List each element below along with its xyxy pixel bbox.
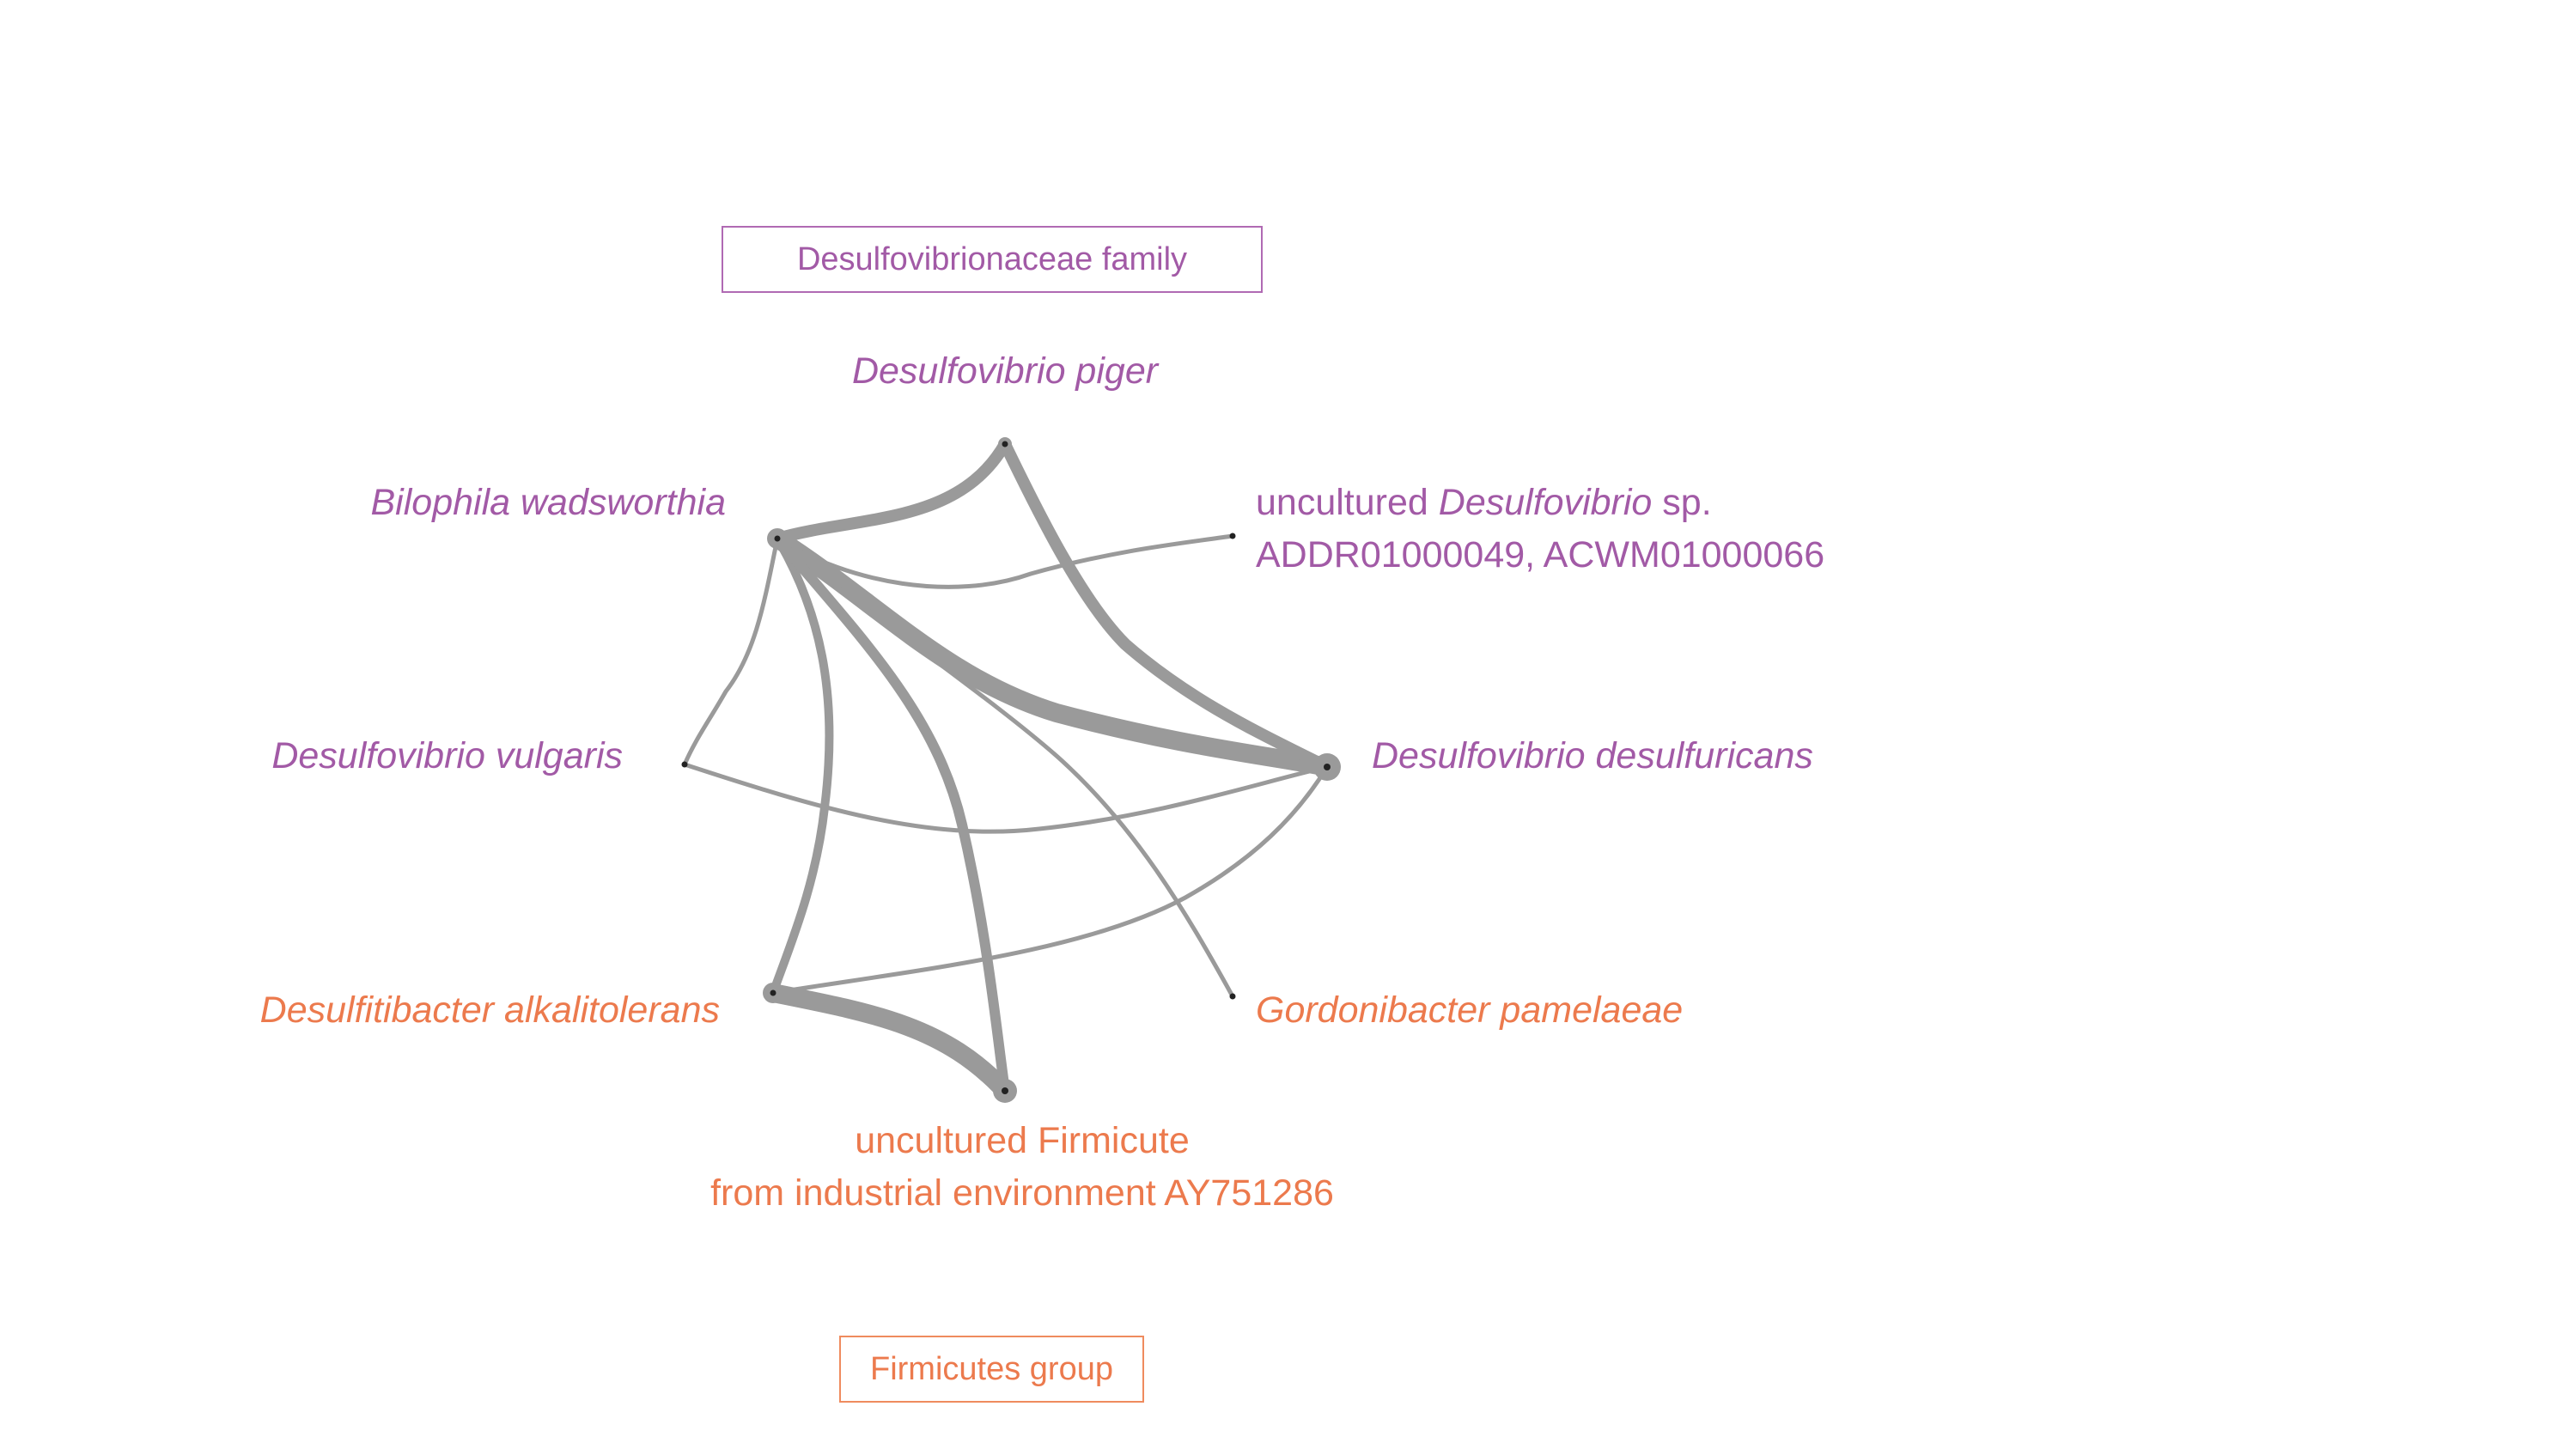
edge-bilophila-uncultured-desulfo <box>775 533 1235 589</box>
edge-bilophila-desulfitibacter <box>769 534 834 997</box>
node-desulfuricans <box>1313 753 1341 781</box>
edge-bilophila-vulgaris <box>682 536 780 767</box>
edge-desulfitibacter-desulfuricans <box>770 764 1330 995</box>
label-gordonibacter-pamelaeae: Gordonibacter pamelaeae <box>1256 989 1684 1031</box>
group-box-firmicutes: Firmicutes group <box>839 1336 1144 1403</box>
label-uncultured-desulfovibrio-line1: uncultured Desulfovibrio sp. <box>1256 482 1712 523</box>
edge-bilophila-piger <box>771 438 1011 545</box>
label-desulfovibrio-vulgaris: Desulfovibrio vulgaris <box>271 735 623 776</box>
label-desulfitibacter-alkalitolerans: Desulfitibacter alkalitolerans <box>259 989 720 1031</box>
edge-bilophila-uncultured-firmicute <box>772 533 1010 1096</box>
group-label-firmicutes: Firmicutes group <box>870 1350 1113 1387</box>
label-uncultured-firmicute: uncultured Firmicute from industrial env… <box>636 1115 1409 1221</box>
node-vulgaris <box>681 761 688 768</box>
edge-desulfitibacter-uncultured-firmicute <box>764 983 1014 1100</box>
node-uncultured-desulfo <box>1229 533 1236 539</box>
node-bilophila <box>767 528 788 549</box>
label-uncultured-desulfovibrio: uncultured Desulfovibrio sp. ADDR0100004… <box>1256 477 1824 582</box>
label-uncultured-firmicute-line1: uncultured Firmicute <box>855 1120 1190 1161</box>
edge-bilophila-desulfuricans <box>768 529 1337 776</box>
node-desulfitibacter <box>763 983 783 1003</box>
label-uncultured-firmicute-line2: from industrial environment AY751286 <box>710 1172 1334 1215</box>
label-desulfovibrio-piger: Desulfovibrio piger <box>851 350 1159 392</box>
edge-vulgaris-desulfuricans <box>682 762 1330 834</box>
edge-piger-desulfuricans <box>999 438 1333 773</box>
label-desulfovibrio-desulfuricans: Desulfovibrio desulfuricans <box>1372 735 1813 776</box>
group-box-desulfovibrionaceae: Desulfovibrionaceae family <box>722 226 1263 293</box>
node-uncultured-firmicute <box>993 1079 1017 1103</box>
node-piger <box>998 437 1012 451</box>
group-label-desulfovibrionaceae: Desulfovibrionaceae family <box>796 240 1188 277</box>
label-uncultured-desulfovibrio-accessions: ADDR01000049, ACWM01000066 <box>1256 534 1825 576</box>
edge-bilophila-gordonibacter <box>775 536 1235 999</box>
label-bilophila-wadsworthia: Bilophila wadsworthia <box>370 482 727 523</box>
node-gordonibacter <box>1229 993 1236 1000</box>
